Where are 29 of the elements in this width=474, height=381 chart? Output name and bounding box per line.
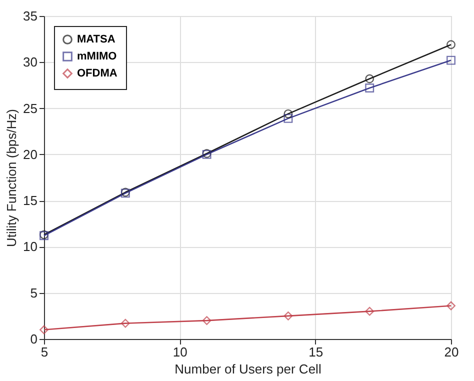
point: [365, 306, 374, 316]
y-tick-label: 25: [23, 100, 38, 116]
legend-label: OFDMA: [77, 68, 118, 80]
x-tick-label: 15: [308, 344, 324, 360]
point: [284, 114, 293, 123]
point: [446, 40, 456, 50]
y-tick-label: 30: [23, 54, 38, 70]
point: [284, 311, 293, 320]
y-tick-label: 5: [30, 285, 38, 300]
legend-label: mMIMO: [77, 50, 118, 62]
point: [365, 84, 374, 92]
x-tick-label: 10: [172, 344, 188, 360]
point: [120, 318, 130, 328]
y-tick-label: 15: [23, 193, 38, 208]
point: [40, 325, 48, 334]
y-tick-label: 10: [23, 239, 38, 254]
x-tick-label: 20: [444, 344, 459, 360]
point: [202, 316, 212, 326]
point: [446, 301, 456, 310]
x-axis-title: Number of Users per Cell: [174, 362, 322, 376]
point: [284, 109, 293, 118]
y-tick-label: 0: [30, 332, 38, 346]
y-axis-title: Utility Function (bps/Hz): [4, 109, 20, 247]
y-tick-label: 35: [23, 8, 38, 24]
y-tick-label: 20: [23, 146, 38, 162]
point: [365, 74, 374, 84]
x-tick-label: 5: [40, 344, 48, 360]
legend-label: MATSA: [77, 34, 116, 46]
point: [446, 56, 456, 65]
